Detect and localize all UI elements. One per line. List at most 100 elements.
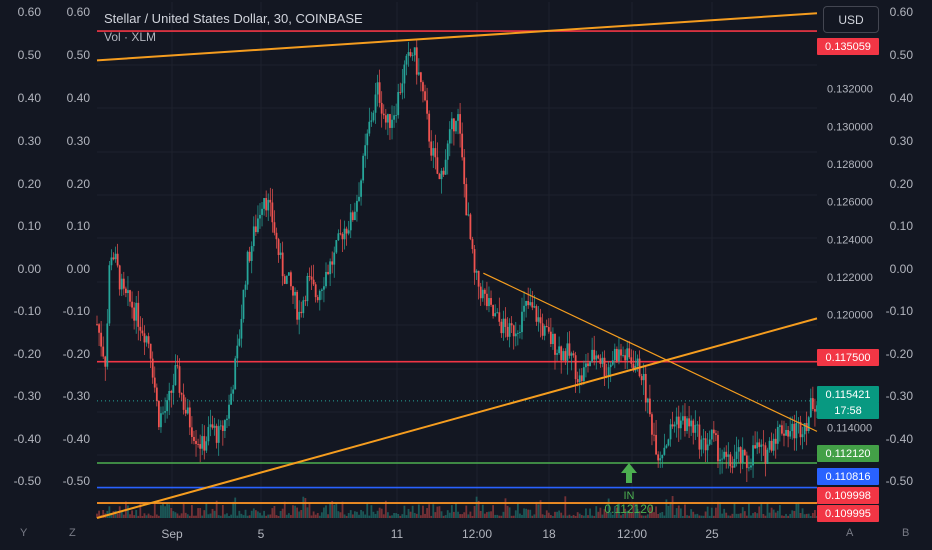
volume-bar xyxy=(727,515,730,518)
candle-body xyxy=(238,338,241,346)
candle-body xyxy=(560,346,563,361)
volume-bar xyxy=(318,515,321,518)
price-tag: 0.109998 xyxy=(817,487,879,504)
candle-body xyxy=(240,318,243,339)
bottom-left-z[interactable]: Z xyxy=(69,527,76,539)
candle-body xyxy=(496,312,499,314)
candle-body xyxy=(725,451,728,457)
bottom-left-y[interactable]: Y xyxy=(20,527,28,539)
candle-body xyxy=(446,143,449,160)
candle-body xyxy=(521,311,523,333)
candle-body xyxy=(558,346,561,354)
right-pct-axis-tick: -0.50 xyxy=(886,474,914,488)
volume-bar xyxy=(127,505,129,518)
candle-body xyxy=(277,239,280,255)
candle-body xyxy=(271,202,274,223)
volume-bar xyxy=(483,513,486,518)
volume-bar xyxy=(155,514,158,518)
inner-left-axis-tick: -0.10 xyxy=(63,304,91,318)
chart-title: Stellar / United States Dollar, 30, COIN… xyxy=(104,11,363,26)
candle-body xyxy=(475,270,478,273)
candle-body xyxy=(587,363,589,367)
volume-bar xyxy=(737,513,740,518)
currency-button[interactable]: USD xyxy=(823,6,879,33)
volume-bar xyxy=(570,515,573,518)
volume-bar xyxy=(725,512,728,518)
left-axis-tick: 0.40 xyxy=(18,91,42,105)
volume-bar xyxy=(360,509,362,518)
volume-bar xyxy=(770,507,773,518)
candle-body xyxy=(250,246,253,261)
candle-body xyxy=(318,290,321,301)
volume-bar xyxy=(519,513,521,518)
bottom-right-a[interactable]: A xyxy=(846,527,854,539)
candle-body xyxy=(195,440,197,444)
price-tick-label: 0.120000 xyxy=(827,310,873,322)
candle-body xyxy=(226,418,228,421)
candle-body xyxy=(545,326,548,328)
volume-bar xyxy=(378,507,381,518)
candle-body xyxy=(533,306,536,308)
left-axis-tick: 0.30 xyxy=(18,134,42,148)
candle-body xyxy=(500,321,503,334)
candle-body xyxy=(624,355,627,361)
candle-body xyxy=(552,333,554,345)
volume-bar xyxy=(374,513,377,518)
candle-body xyxy=(589,361,591,367)
candle-body xyxy=(358,196,360,201)
candle-body xyxy=(774,438,777,444)
candle-body xyxy=(453,118,455,132)
volume-bar xyxy=(442,515,445,518)
volume-bar xyxy=(723,508,726,518)
volume-bar xyxy=(572,514,575,518)
price-tag: 0.117500 xyxy=(817,349,879,366)
candle-body xyxy=(312,279,315,285)
volume-bar xyxy=(801,508,804,518)
candle-body xyxy=(368,121,371,134)
candle-body xyxy=(597,355,600,359)
left-axis-tick: -0.10 xyxy=(14,304,42,318)
candle-body xyxy=(98,324,100,333)
right-pct-axis-tick: -0.40 xyxy=(886,432,914,446)
candle-body xyxy=(527,300,530,306)
volume-bar xyxy=(783,515,785,518)
volume-bar xyxy=(655,506,657,518)
candle-body xyxy=(345,228,348,234)
price-tick-label: 0.130000 xyxy=(827,121,873,133)
candle-body xyxy=(236,345,239,359)
candle-body xyxy=(110,257,113,266)
bottom-right-b[interactable]: B xyxy=(902,527,910,539)
volume-bar xyxy=(386,512,389,518)
candle-body xyxy=(337,233,340,241)
candle-body xyxy=(403,64,406,84)
volume-indicator-label[interactable]: Vol · XLM xyxy=(104,30,157,44)
candle-body xyxy=(164,411,166,413)
volume-bar xyxy=(304,498,307,518)
volume-bar xyxy=(531,515,534,518)
candle-body xyxy=(378,82,381,103)
volume-bar xyxy=(349,510,352,518)
candle-body xyxy=(636,358,639,366)
candle-body xyxy=(762,444,765,446)
price-tag: 0.110816 xyxy=(817,468,879,485)
candle-body xyxy=(640,376,643,381)
candle-body xyxy=(393,115,395,120)
volume-bar xyxy=(690,509,693,518)
candle-body xyxy=(473,249,476,273)
candle-body xyxy=(347,230,350,234)
price-tick-label: 0.114000 xyxy=(827,423,872,435)
left-axis-tick: 0.50 xyxy=(18,48,42,62)
candle-body xyxy=(661,454,664,459)
volume-bar xyxy=(527,509,530,518)
candle-body xyxy=(228,404,230,419)
volume-bar xyxy=(731,513,734,518)
volume-bar xyxy=(232,501,235,518)
candle-body xyxy=(205,441,208,451)
volume-bar xyxy=(193,515,195,518)
candle-body xyxy=(576,379,579,383)
volume-bar xyxy=(704,511,707,518)
candle-body xyxy=(306,275,309,302)
left-axis-tick: 0.60 xyxy=(18,5,42,19)
candle-body xyxy=(653,434,655,436)
